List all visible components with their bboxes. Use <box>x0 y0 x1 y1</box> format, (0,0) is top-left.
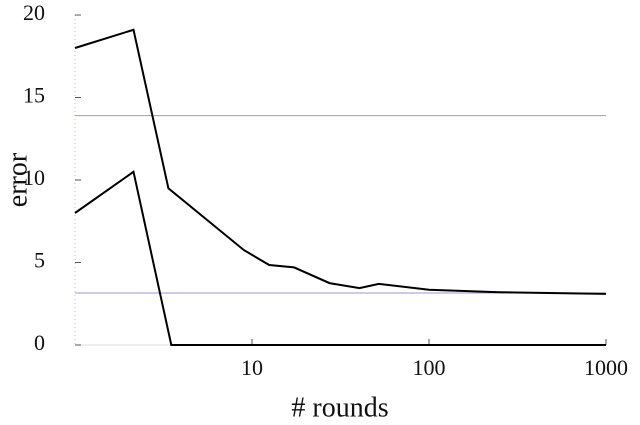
x-tick-label: 1000 <box>584 355 628 380</box>
y-tick-label: 10 <box>23 165 45 190</box>
data-line <box>74 170 606 346</box>
data-line <box>74 28 607 295</box>
y-tick-label: 5 <box>34 248 45 273</box>
x-tick-label: 100 <box>413 355 446 380</box>
y-axis-label: error <box>2 152 33 207</box>
y-tick-label: 20 <box>23 0 45 25</box>
y-tick-label: 15 <box>23 83 45 108</box>
x-tick-label: 10 <box>241 355 263 380</box>
y-tick-label: 0 <box>34 330 45 355</box>
x-axis-label: # rounds <box>291 392 388 423</box>
